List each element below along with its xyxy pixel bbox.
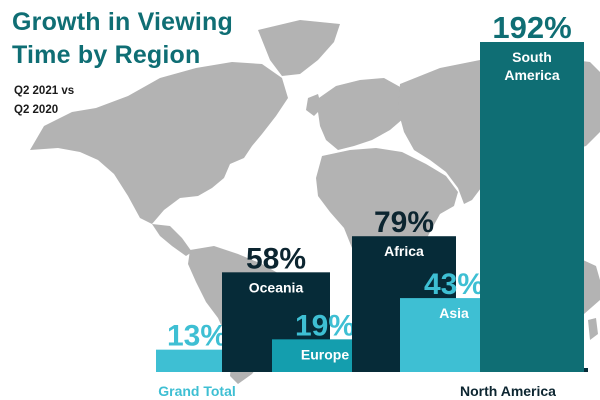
category-label-oceania: Oceania <box>249 279 304 295</box>
map-uk <box>306 94 322 116</box>
map-new-zealand <box>588 318 598 340</box>
category-label-asia: Asia <box>439 305 469 321</box>
chart-title-line-2: Time by Region <box>12 41 201 69</box>
category-label-europe: Europe <box>301 346 349 362</box>
category-label-north-america: North America <box>460 383 556 399</box>
bar-grand-total <box>156 349 238 372</box>
data-label-europe: 19% <box>295 309 355 342</box>
data-label-south-america: 192% <box>492 10 571 45</box>
category-label-africa: Africa <box>384 243 424 259</box>
data-label-oceania: 58% <box>246 242 306 275</box>
map-europe <box>316 78 410 150</box>
data-label-grand-total: 13% <box>167 320 227 353</box>
map-north-america <box>30 62 288 224</box>
map-central-america <box>152 224 192 256</box>
map-greenland <box>258 20 340 76</box>
data-label-africa: 79% <box>374 206 434 239</box>
category-label-south-america: South America <box>504 49 559 83</box>
bar-south-america <box>480 42 584 372</box>
category-label-grand-total: Grand Total <box>158 383 236 399</box>
chart-title-line-1: Growth in Viewing <box>12 8 234 36</box>
chart-subtitle: Q2 2021 vs Q2 2020 <box>14 82 74 120</box>
map-africa <box>316 148 458 298</box>
chart-subtitle-line-1: Q2 2021 vs <box>14 85 75 97</box>
chart-subtitle-line-2: Q2 2020 <box>14 104 59 116</box>
chart-title: Growth in Viewing Time by Region <box>12 6 233 72</box>
data-label-asia: 43% <box>424 268 484 301</box>
